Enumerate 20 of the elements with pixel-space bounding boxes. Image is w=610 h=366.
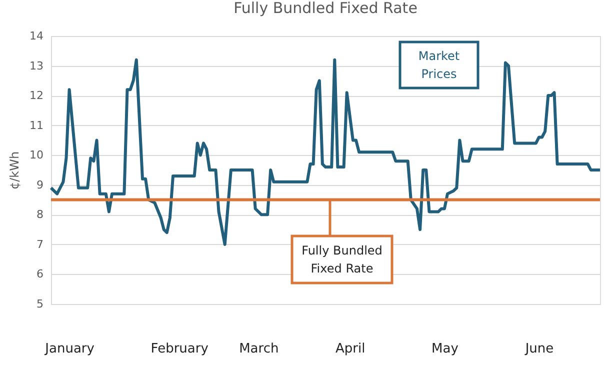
- y-tick-label: 8: [36, 208, 44, 222]
- y-tick-label: 10: [30, 148, 44, 162]
- y-tick-label: 12: [30, 89, 44, 102]
- x-tick-label: June: [524, 342, 554, 356]
- y-tick-label: 13: [30, 59, 44, 72]
- y-tick-label: 6: [36, 268, 44, 281]
- ref-line-label: Fully Bundled Fixed Rate: [302, 244, 382, 276]
- x-tick-label: May: [432, 342, 459, 356]
- x-tick-label: March: [239, 342, 279, 356]
- y-tick-label: 11: [30, 118, 44, 132]
- y-axis-title: ¢/kWh: [8, 151, 22, 190]
- x-tick-label: February: [150, 342, 209, 356]
- y-tick-label: 5: [36, 298, 44, 310]
- text: Market Prices: [418, 49, 460, 81]
- x-tick-label: April: [336, 342, 366, 356]
- x-tick-label: January: [44, 342, 95, 356]
- chart-title: Fully Bundled Fixed Rate: [234, 0, 418, 17]
- y-tick-label: 7: [36, 238, 44, 251]
- y-tick-label: 9: [36, 178, 44, 192]
- y-tick-label: 14: [30, 30, 44, 42]
